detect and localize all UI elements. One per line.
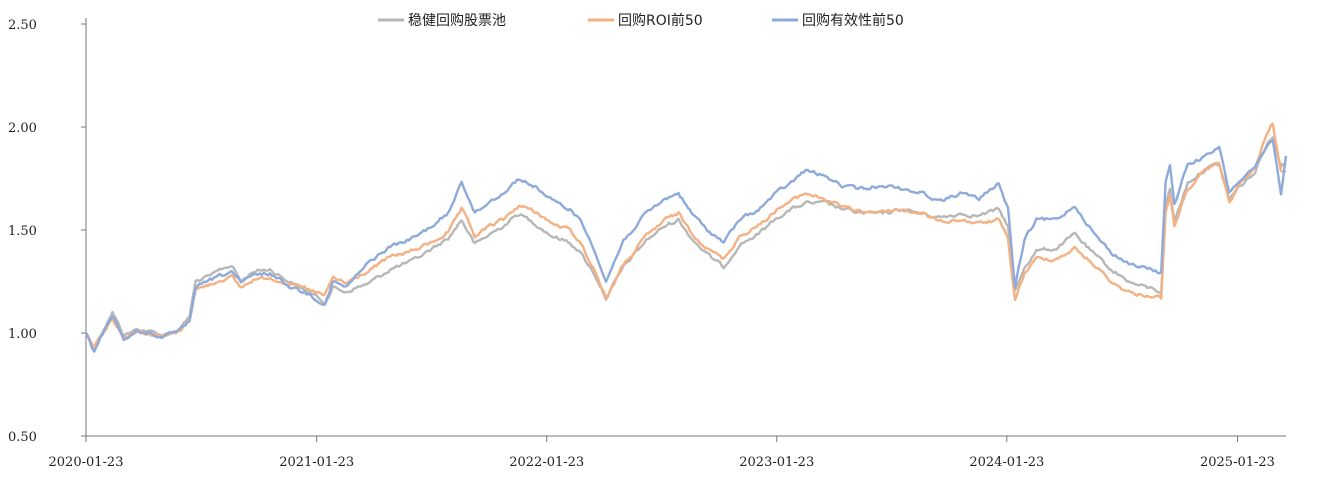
x-tick-label: 2021-01-23 xyxy=(279,455,354,470)
x-tick-label: 2023-01-23 xyxy=(739,455,814,470)
series-line-2 xyxy=(84,139,1288,353)
series-line-1 xyxy=(85,122,1287,348)
x-tick-label: 2025-01-23 xyxy=(1200,455,1275,470)
legend-label-0: 稳健回购股票池 xyxy=(408,13,506,29)
series-line-0 xyxy=(84,136,1287,351)
y-tick-label: 2.00 xyxy=(8,121,37,136)
series-layer xyxy=(84,122,1288,353)
x-axis-ticks: 2020-01-23 2021-01-23 2022-01-23 2023-01-23… xyxy=(49,436,1275,470)
y-tick-label: 1.00 xyxy=(8,327,37,342)
y-tick-label: 2.50 xyxy=(8,18,37,33)
x-tick-label: 2024-01-23 xyxy=(969,455,1044,470)
x-tick-label: 2022-01-23 xyxy=(509,455,584,470)
y-tick-label: 0.50 xyxy=(8,430,37,445)
legend: 稳健回购股票池 回购ROI前50 回购有效性前50 xyxy=(378,12,904,29)
legend-label-1: 回购ROI前50 xyxy=(618,12,703,29)
x-tick-label: 2020-01-23 xyxy=(49,455,124,470)
axes xyxy=(85,18,1286,437)
y-axis-ticks: 0.50 1.00 1.50 2.00 2.50 xyxy=(8,18,86,445)
y-tick-label: 1.50 xyxy=(8,224,37,239)
legend-label-2: 回购有效性前50 xyxy=(802,12,904,29)
